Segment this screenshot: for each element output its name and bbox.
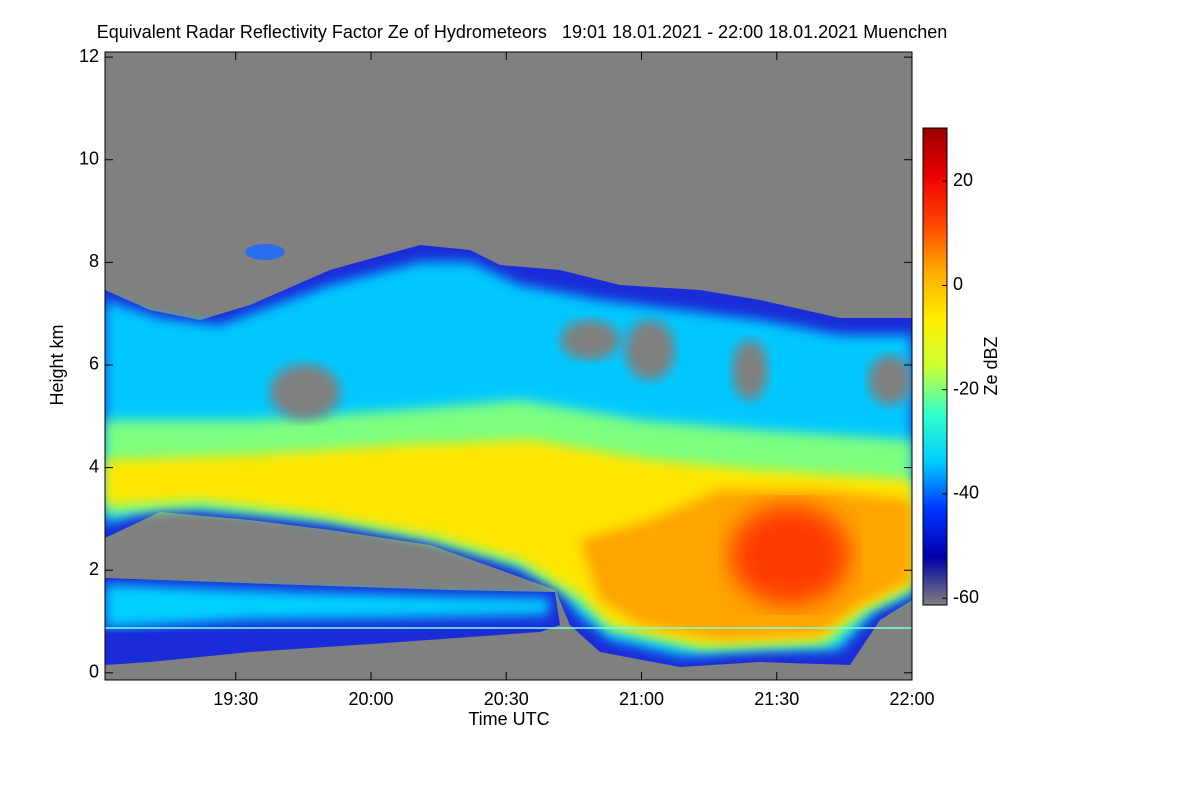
low-layer	[105, 584, 550, 628]
x-tick-label: 20:00	[348, 689, 393, 709]
cloud-core	[730, 505, 850, 605]
y-axis-label: Height km	[47, 324, 67, 405]
gap	[560, 320, 620, 360]
y-tick-label: 12	[79, 46, 99, 66]
y-tick-label: 6	[89, 354, 99, 374]
gap	[868, 355, 912, 405]
y-tick-label: 8	[89, 251, 99, 271]
colorbar-tick-label: -20	[953, 378, 979, 398]
gap	[270, 364, 340, 420]
colorbar-tick-label: 0	[953, 274, 963, 294]
x-tick-label: 19:30	[213, 689, 258, 709]
plot-frame	[104, 51, 913, 681]
colorbar-tick-label: -60	[953, 587, 979, 607]
x-axis-label: Time UTC	[468, 709, 549, 729]
y-tick-label: 0	[89, 662, 99, 682]
x-tick-label: 20:30	[484, 689, 529, 709]
colorbar-label: Ze dBZ	[981, 336, 1001, 395]
reflectivity-field	[105, 52, 912, 680]
cloud-fragment	[245, 244, 285, 260]
y-tick-label: 10	[79, 148, 99, 168]
chart-title: Equivalent Radar Reflectivity Factor Ze …	[97, 22, 948, 42]
x-tick-label: 21:00	[619, 689, 664, 709]
gap	[732, 340, 768, 400]
colorbar	[922, 127, 948, 606]
x-tick-label: 22:00	[889, 689, 934, 709]
y-tick-label: 2	[89, 559, 99, 579]
colorbar-tick-label: 20	[953, 170, 973, 190]
y-tick-label: 4	[89, 456, 99, 476]
x-tick-label: 21:30	[754, 689, 799, 709]
gap	[625, 320, 675, 380]
colorbar-tick-label: -40	[953, 483, 979, 503]
